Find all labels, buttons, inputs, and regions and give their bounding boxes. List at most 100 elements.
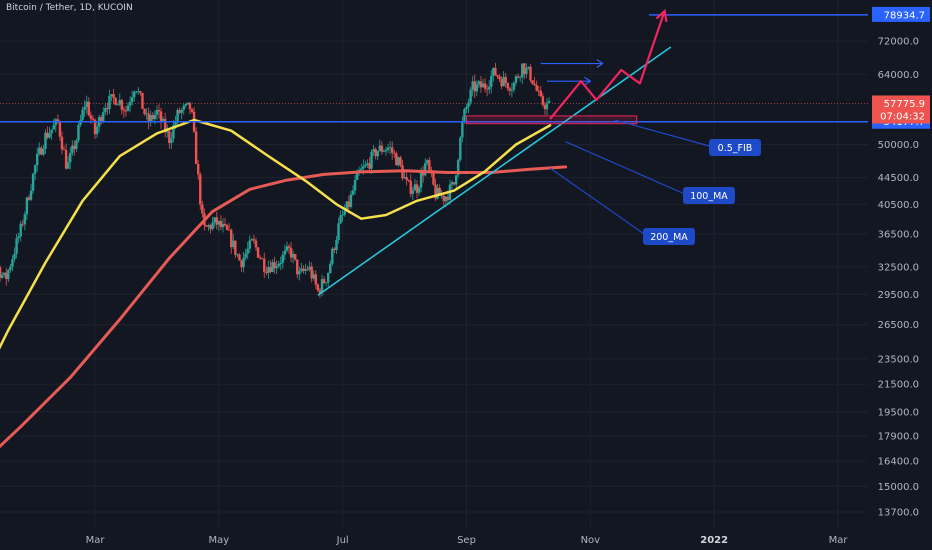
candle-body: [510, 89, 514, 91]
price-tick-label: 64000.0: [878, 70, 919, 81]
candle-body: [168, 131, 171, 144]
candle-body: [289, 247, 293, 258]
candle-body: [415, 184, 419, 193]
candle-body: [382, 151, 386, 152]
ma100-annotation: 100_MA: [565, 141, 735, 204]
candle-body: [256, 247, 260, 258]
candle-body: [345, 201, 348, 212]
candle-body: [459, 137, 462, 160]
current-price-badge: 57775.907:04:32: [872, 95, 930, 124]
candle-body: [143, 108, 146, 115]
candle-body: [362, 166, 365, 169]
candle-body: [490, 76, 493, 87]
candle-body: [442, 195, 445, 202]
candle-body: [93, 119, 97, 135]
candle-body: [260, 258, 264, 260]
candle-body: [547, 100, 551, 103]
candle-body: [5, 272, 8, 280]
candle-body: [432, 173, 435, 185]
candle-body: [337, 223, 340, 241]
price-tick-label: 40500.0: [878, 200, 919, 211]
ma200-annotation-pointer: [549, 167, 648, 237]
candle-body: [273, 262, 276, 269]
candle-body: [395, 153, 398, 166]
candle-body: [343, 211, 346, 215]
candle-body: [525, 67, 528, 75]
price-tick-label: 72000.0: [878, 37, 919, 48]
candle-body: [118, 100, 121, 105]
candle-body: [454, 175, 458, 185]
candle-body: [479, 81, 483, 88]
price-tick-label: 23500.0: [878, 354, 919, 365]
candle-body: [69, 153, 72, 163]
candle-body: [52, 125, 55, 130]
time-tick-label: Nov: [581, 535, 601, 546]
candle-body: [424, 163, 427, 176]
candle-body: [267, 267, 270, 273]
candle-body: [11, 259, 14, 267]
time-axis[interactable]: Mar May Jul Sep Nov 2022 Mar: [86, 535, 849, 546]
candle-body: [0, 274, 4, 278]
candle-body: [209, 225, 212, 230]
candle-body: [27, 197, 31, 200]
candle-body: [17, 236, 20, 239]
candle-body: [360, 168, 363, 171]
candle-body: [504, 76, 507, 83]
candle-body: [457, 159, 460, 176]
candle-body: [149, 114, 152, 123]
candle-body: [102, 112, 105, 122]
candle-body: [312, 274, 315, 279]
candle-body: [452, 182, 456, 185]
arrow-head: [584, 76, 592, 86]
candle-body: [411, 190, 415, 194]
candle-body: [50, 129, 53, 134]
price-tick-label: 29500.0: [878, 290, 919, 301]
fib-annotation-box: [709, 139, 761, 156]
candle-body: [7, 269, 10, 280]
candle-body: [163, 118, 167, 133]
candle-body: [496, 75, 499, 77]
candle-body: [71, 145, 74, 154]
chart-title: Bitcoin / Tether, 1D, KUCOIN: [6, 3, 133, 13]
candle-body: [403, 177, 406, 179]
fib-annotation: 0.5_FIB: [614, 119, 761, 156]
candle-body: [186, 102, 190, 105]
candle-body: [170, 138, 173, 144]
candle-body: [512, 82, 516, 90]
candle-body: [271, 262, 274, 273]
candle-body: [351, 190, 355, 195]
candle-body: [366, 163, 369, 165]
candle-body: [347, 201, 351, 208]
candle-body: [293, 253, 297, 260]
candle-body: [279, 262, 282, 265]
candle-body: [500, 79, 503, 87]
candle-body: [353, 179, 357, 191]
candle-body: [73, 145, 76, 149]
candle-body: [176, 110, 179, 122]
ma100-annotation-box: [683, 187, 735, 204]
price-tick-label: 17900.0: [878, 432, 919, 443]
price-axis[interactable]: 72000.0 64000.0 50000.0 44500.0 40500.0 36500…: [878, 37, 919, 519]
candle-body: [155, 110, 159, 115]
candle-body: [196, 163, 200, 175]
ma200-annotation-box: [643, 228, 695, 245]
candle-body: [477, 81, 481, 85]
ma200-line: [0, 165, 568, 449]
candle-body: [248, 240, 251, 249]
candle-body: [444, 196, 448, 202]
candle-body: [384, 149, 388, 152]
candle-body: [36, 153, 39, 166]
candle-body: [318, 290, 322, 294]
candle-body: [450, 182, 454, 185]
moving-averages-layer: [0, 118, 568, 449]
candle-body: [221, 223, 225, 228]
candle-body: [506, 82, 509, 89]
candle-body: [13, 253, 16, 260]
candle-body: [66, 162, 70, 169]
candle-body: [543, 104, 547, 110]
candle-body: [48, 133, 51, 138]
candle-body: [364, 164, 367, 167]
candle-body: [300, 268, 303, 272]
candle-body: [502, 76, 505, 87]
